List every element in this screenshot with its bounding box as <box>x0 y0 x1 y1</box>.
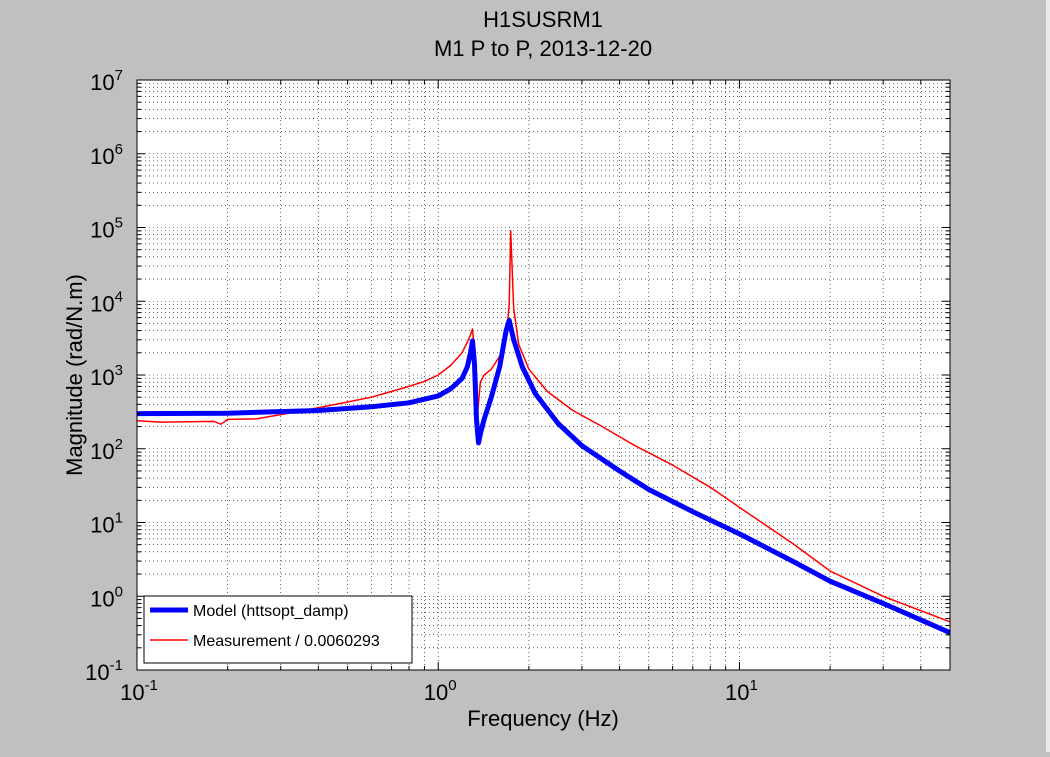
y-tick-label: 10-1 <box>85 657 123 685</box>
y-axis-label: Magnitude (rad/N.m) <box>62 274 87 476</box>
y-tick-label: 102 <box>90 436 123 464</box>
legend-label-measurement: Measurement / 0.0060293 <box>193 633 380 650</box>
x-tick-labels: 10-1 100 101 <box>120 677 758 705</box>
y-tick-label: 107 <box>90 67 123 95</box>
chart-title: H1SUSRM1 <box>483 7 603 32</box>
y-tick-label: 106 <box>90 141 123 169</box>
y-tick-label: 101 <box>90 510 123 538</box>
x-tick-label: 101 <box>725 677 758 705</box>
legend-box <box>143 595 413 664</box>
window-border <box>1046 0 1050 752</box>
x-tick-label: 10-1 <box>120 677 158 705</box>
legend-label-model: Model (httsopt_damp) <box>193 603 349 620</box>
series-line-model <box>136 317 952 635</box>
legend: Model (httsopt_damp) Measurement / 0.006… <box>143 595 413 664</box>
axis-ticks <box>136 79 951 671</box>
chart-subtitle: M1 P to P, 2013-12-20 <box>434 36 652 61</box>
series-lines <box>136 230 952 635</box>
y-tick-label: 104 <box>90 288 123 316</box>
y-tick-labels: 10-1 100 101 102 103 104 105 106 107 <box>85 67 123 685</box>
y-tick-label: 103 <box>90 362 123 390</box>
y-tick-label: 105 <box>90 215 123 243</box>
y-tick-label: 100 <box>90 583 123 611</box>
x-tick-label: 100 <box>424 677 457 705</box>
x-axis-label: Frequency (Hz) <box>467 706 619 731</box>
